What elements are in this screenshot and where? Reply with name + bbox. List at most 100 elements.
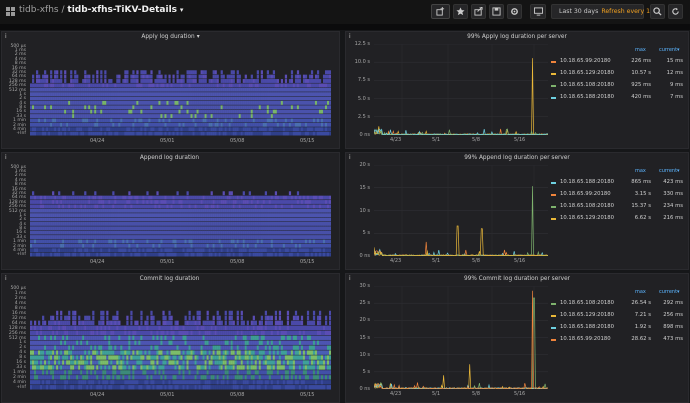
heatmap-cell — [84, 131, 87, 136]
heatmap-cell — [78, 122, 81, 127]
legend-series-name[interactable]: 10.18.65.188:20180 — [560, 94, 615, 100]
search-button[interactable] — [650, 4, 665, 19]
refresh-button[interactable] — [668, 4, 683, 19]
legend-series-name[interactable]: 10.18.65.188:20180 — [560, 179, 615, 185]
star-button[interactable] — [453, 4, 468, 19]
heatmap-cell — [62, 105, 65, 110]
panel-title[interactable]: 99% Apply log duration per server — [467, 34, 567, 40]
panel-title[interactable]: Append log duration — [2, 155, 339, 161]
heatmap-cell — [54, 87, 57, 92]
heatmap-y-tick-label: 33 s — [16, 365, 26, 371]
heatmap-cell — [320, 118, 324, 123]
heatmap-cell — [74, 330, 77, 336]
heatmap-cell — [134, 122, 137, 127]
heatmap-cell — [208, 131, 211, 136]
heatmap-cell — [232, 83, 235, 88]
panel-info-icon[interactable]: i — [349, 33, 351, 40]
heatmap-cell — [190, 83, 193, 88]
chevron-down-icon[interactable]: ▾ — [196, 34, 200, 40]
heatmap-cell — [192, 105, 195, 110]
legend-header-max[interactable]: max — [635, 47, 646, 53]
heatmap-cell — [58, 325, 61, 331]
heatmap-cell — [132, 221, 135, 226]
folder-name[interactable]: tidb-xfhs — [19, 5, 59, 15]
settings-button[interactable] — [507, 4, 522, 19]
panel-info-icon[interactable]: i — [349, 154, 351, 161]
heatmap-cell — [110, 100, 113, 105]
heatmap-cell — [78, 127, 81, 132]
heatmap-cell — [54, 92, 57, 97]
heatmap-cell — [246, 208, 249, 213]
legend-series-name[interactable]: 10.18.65.99:20180 — [560, 58, 611, 64]
time-picker[interactable]: Last 30 days Refresh every 1m — [551, 4, 656, 19]
legend-header-current[interactable]: current▾ — [659, 47, 680, 53]
heatmap-cell — [100, 315, 103, 321]
heatmap-cell — [146, 109, 149, 114]
heatmap-cell — [140, 100, 143, 105]
grid-icon[interactable] — [6, 7, 15, 16]
share-button[interactable] — [471, 4, 486, 19]
heatmap-cell — [110, 195, 113, 200]
heatmap-cell — [168, 87, 171, 92]
heatmap-cell — [84, 191, 87, 196]
heatmap-cell — [144, 252, 147, 257]
heatmap-cell — [304, 208, 308, 213]
heatmap-cell — [198, 114, 201, 118]
legend-series-name[interactable]: 10.18.65.108:20180 — [560, 203, 615, 209]
cycle-view-button[interactable] — [530, 4, 546, 19]
heatmap-cell — [262, 127, 265, 132]
heatmap-cell — [102, 350, 105, 355]
heatmap-cell — [210, 191, 213, 196]
heatmap-cell — [90, 221, 93, 226]
heatmap-cell — [56, 230, 59, 235]
heatmap-cell — [44, 252, 47, 257]
heatmap-cell — [114, 200, 117, 204]
dashboard-title[interactable]: tidb-xfhs-TiKV-Details — [67, 5, 178, 15]
heatmap-cell — [182, 208, 185, 213]
heatmap-cell — [128, 252, 131, 257]
heatmap-cell — [102, 87, 105, 92]
heatmap-cell — [222, 248, 225, 253]
panel-info-icon[interactable]: i — [5, 275, 7, 282]
heatmap-cell — [42, 350, 45, 355]
heatmap-cell — [110, 239, 113, 244]
heatmap-cell — [234, 226, 237, 231]
chevron-down-icon[interactable]: ▾ — [179, 6, 184, 14]
panel-info-icon[interactable]: i — [5, 33, 7, 40]
heatmap-cell — [98, 370, 101, 375]
heatmap-cell — [204, 243, 207, 248]
panel-title[interactable]: Commit log duration — [2, 276, 339, 282]
heatmap-cell — [286, 204, 290, 209]
breadcrumb[interactable]: tidb-xfhs / tidb-xfhs-TiKV-Details ▾ — [19, 5, 183, 15]
panel-info-icon[interactable]: i — [5, 154, 7, 161]
heatmap-cell — [72, 79, 75, 83]
heatmap-cell — [30, 320, 33, 326]
heatmap-cell — [148, 122, 151, 127]
heatmap-cell — [88, 74, 91, 79]
heatmap-cell — [222, 127, 225, 132]
legend-series-name[interactable]: 10.18.65.129:20180 — [560, 215, 615, 221]
heatmap-cell — [226, 252, 229, 257]
legend-header-current[interactable]: current▾ — [659, 168, 680, 174]
panel-title[interactable]: Apply log duration ▾ — [2, 34, 339, 40]
save-button[interactable] — [489, 4, 504, 19]
heatmap-cell — [140, 131, 143, 136]
heatmap-cell — [76, 74, 79, 79]
legend-series-name[interactable]: 10.18.65.99:20180 — [560, 191, 611, 197]
heatmap-cell — [290, 208, 294, 213]
heatmap-cell — [200, 83, 203, 88]
heatmap-cell — [100, 230, 103, 235]
heatmap-cell — [76, 87, 79, 92]
heatmap-cell — [84, 325, 87, 331]
legend-header-max[interactable]: max — [635, 168, 646, 174]
add-panel-button[interactable] — [431, 4, 450, 19]
heatmap-cell — [186, 109, 189, 114]
heatmap-cell — [104, 87, 107, 92]
heatmap-cell — [244, 213, 247, 218]
heatmap-cell — [92, 365, 95, 370]
legend-series-name[interactable]: 10.18.65.108:20180 — [560, 82, 615, 88]
legend-series-name[interactable]: 10.18.65.129:20180 — [560, 70, 615, 76]
heatmap-cell — [94, 360, 97, 365]
row-header-strip — [0, 24, 690, 30]
panel-title[interactable]: 99% Append log duration per server — [464, 155, 570, 161]
